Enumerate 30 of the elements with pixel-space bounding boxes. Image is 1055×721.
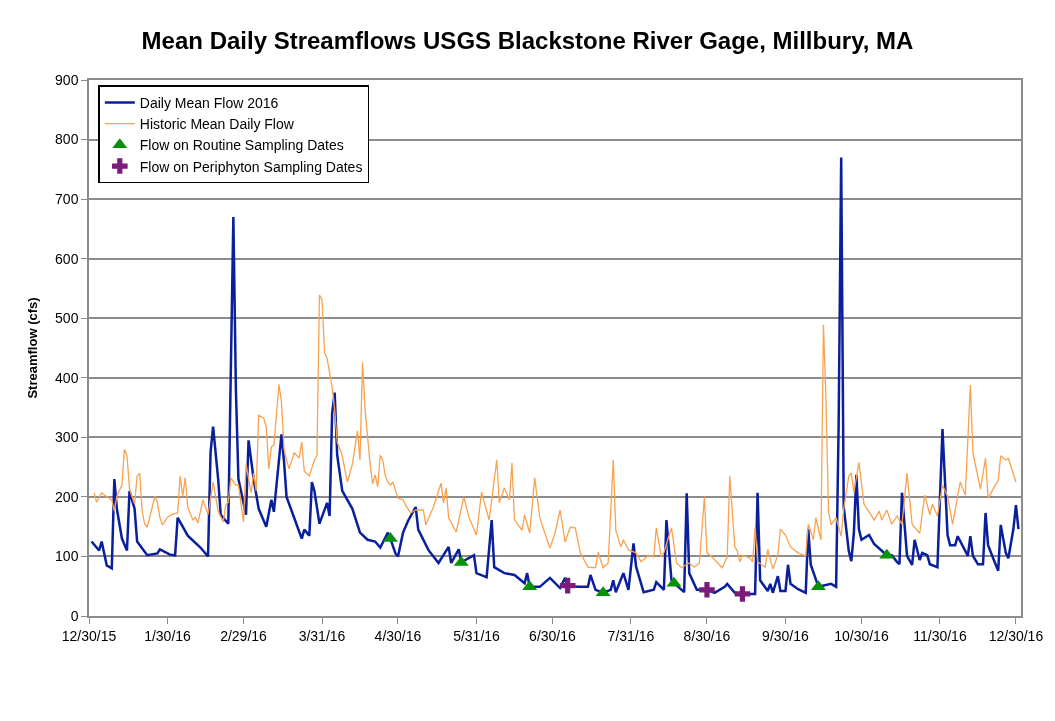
x-tick-label: 4/30/16 <box>374 627 422 644</box>
x-tick-label: 12/30/16 <box>988 627 1044 644</box>
y-tick-label: 100 <box>55 548 79 565</box>
x-tick-label: 6/30/16 <box>529 627 577 644</box>
line-series <box>93 294 1017 570</box>
y-tick-label: 200 <box>55 488 79 505</box>
y-tick-label: 0 <box>70 607 79 624</box>
chart-title: Mean Daily Streamflows USGS Blackstone River Gage, Millbury, MA <box>141 27 914 55</box>
legend-label: Flow on Periphyton Sampling Dates <box>139 158 363 175</box>
x-tick-label: 5/31/16 <box>453 627 501 644</box>
y-tick-label: 800 <box>55 131 79 148</box>
x-tick-label: 10/30/16 <box>834 627 889 644</box>
x-tick-label: 11/30/16 <box>913 627 967 644</box>
legend-label: Historic Mean Daily Flow <box>139 116 295 133</box>
x-tick-label: 7/31/16 <box>607 627 655 644</box>
x-tick-label: 1/30/16 <box>144 627 192 644</box>
x-tick-label: 9/30/16 <box>762 627 810 644</box>
y-tick-label: 900 <box>55 71 79 88</box>
legend-label: Flow on Routine Sampling Dates <box>139 137 344 154</box>
legend-label: Daily Mean Flow 2016 <box>139 94 279 111</box>
x-tick-label: 8/30/16 <box>683 627 731 644</box>
y-tick-label: 500 <box>55 310 79 327</box>
x-tick-label: 12/30/15 <box>61 627 117 644</box>
y-tick-label: 300 <box>55 429 79 446</box>
y-tick-label: 400 <box>55 369 79 386</box>
x-tick-label: 3/31/16 <box>298 627 346 644</box>
x-tick-label: 2/29/16 <box>220 627 268 644</box>
y-tick-label: 600 <box>55 250 79 267</box>
y-tick-label: 700 <box>55 191 79 208</box>
y-axis-title: Streamflow (cfs) <box>24 297 40 399</box>
